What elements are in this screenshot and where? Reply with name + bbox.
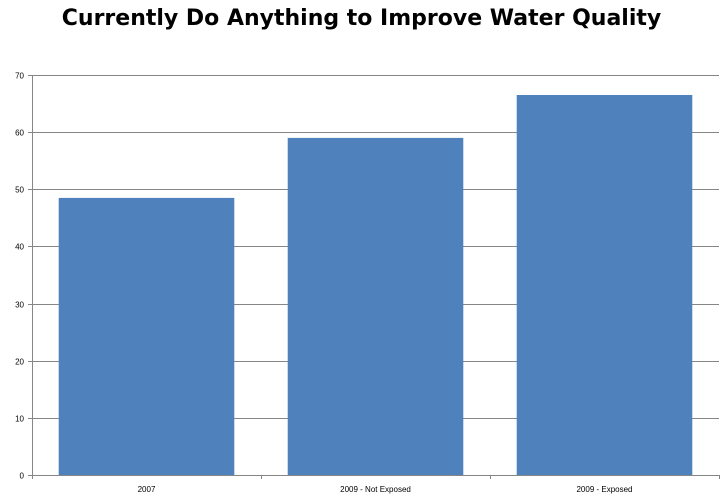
y-tick-label-50: 50 [15, 186, 24, 195]
x-tick-label-2: 2009 - Exposed [576, 485, 632, 494]
y-tick-label-10: 10 [15, 415, 24, 424]
y-tick-label-30: 30 [15, 301, 24, 310]
chart-title: Currently Do Anything to Improve Water Q… [61, 6, 662, 31]
bar-2 [516, 95, 693, 475]
bar-0 [58, 197, 235, 475]
bar-1 [287, 137, 464, 475]
x-tick-label-1: 2009 - Not Exposed [340, 485, 411, 494]
y-tick-label-0: 0 [20, 472, 25, 481]
y-tick-label-70: 70 [15, 72, 24, 81]
tick-labels: 0 10 20 30 40 50 60 70 2007 2009 - Not Exposed 200… [15, 72, 632, 495]
y-tick-label-60: 60 [15, 129, 24, 138]
axes [28, 75, 720, 479]
y-tick-label-40: 40 [15, 243, 24, 252]
y-tick-label-20: 20 [15, 358, 24, 367]
bars [58, 95, 693, 475]
x-tick-label-0: 2007 [138, 485, 156, 494]
